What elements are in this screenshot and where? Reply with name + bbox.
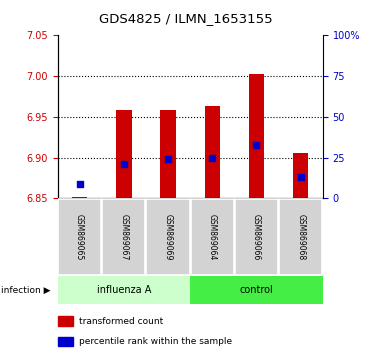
Point (165, 156, 171, 162)
Point (298, 174, 303, 180)
Text: GSM869064: GSM869064 (208, 214, 217, 261)
Text: transformed count: transformed count (79, 316, 163, 326)
Text: GSM869069: GSM869069 (164, 214, 173, 261)
Text: influenza A: influenza A (96, 285, 151, 295)
Point (121, 161, 127, 167)
FancyBboxPatch shape (235, 199, 278, 275)
FancyBboxPatch shape (279, 199, 322, 275)
Text: GSM869068: GSM869068 (296, 214, 305, 260)
FancyBboxPatch shape (191, 199, 234, 275)
Point (209, 155, 215, 160)
Bar (160, 110, 176, 198)
Text: control: control (240, 285, 273, 295)
Text: GSM869067: GSM869067 (119, 214, 128, 261)
Bar (58, 276, 190, 304)
FancyBboxPatch shape (102, 199, 145, 275)
Text: infection ▶: infection ▶ (1, 286, 50, 295)
Point (253, 142, 259, 147)
Bar (190, 276, 323, 304)
Text: GDS4825 / ILMN_1653155: GDS4825 / ILMN_1653155 (99, 12, 272, 25)
FancyBboxPatch shape (58, 199, 101, 275)
Bar (249, 74, 264, 198)
Bar (58, 316, 73, 326)
FancyBboxPatch shape (147, 199, 190, 275)
Text: percentile rank within the sample: percentile rank within the sample (79, 337, 232, 346)
Text: GSM869065: GSM869065 (75, 214, 84, 261)
Bar (72, 196, 87, 198)
Text: GSM869066: GSM869066 (252, 214, 261, 261)
Point (77, 182, 83, 187)
Bar (204, 106, 220, 198)
Bar (293, 153, 308, 198)
Bar (58, 337, 73, 346)
Bar (116, 110, 132, 198)
